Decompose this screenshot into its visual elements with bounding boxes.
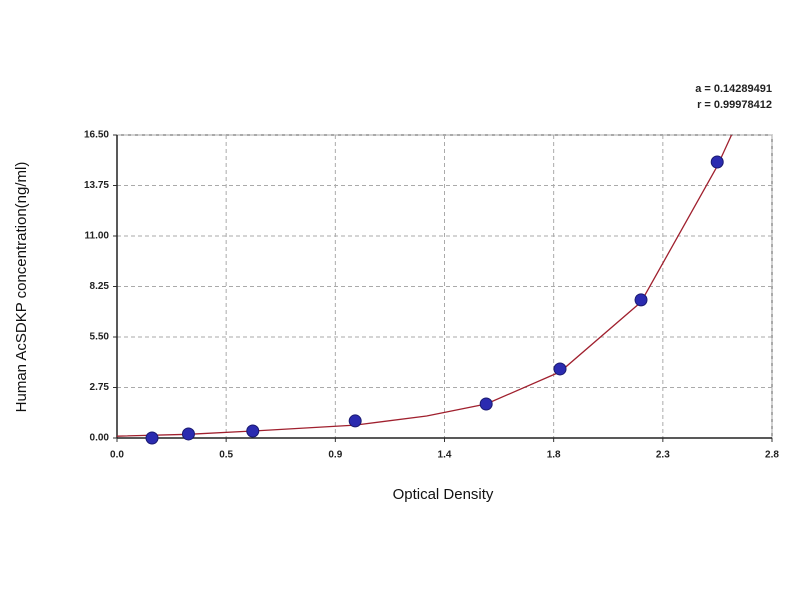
x-tick-label: 0.0 [110,450,124,461]
y-tick-label: 2.75 [90,382,110,393]
data-point [246,424,260,438]
x-tick-label: 1.4 [438,450,452,461]
y-tick-label: 0.00 [90,433,110,444]
data-point [479,397,493,411]
y-tick-label: 8.25 [90,281,110,292]
data-point [181,427,195,441]
x-tick-label: 1.8 [547,450,561,461]
annotation: a = 0.14289491 [695,83,772,95]
x-tick-label: 0.9 [328,450,342,461]
x-tick-label: 2.3 [656,450,670,461]
fit-curve [116,134,733,437]
data-point [634,293,648,307]
y-axis-title: Human AcSDKP concentration(ng/ml) [13,162,30,413]
x-tick-label: 0.5 [219,450,233,461]
data-point [710,155,724,169]
y-tick-label: 13.75 [84,180,109,191]
data-point [553,362,567,376]
data-point [145,431,159,445]
annotation: r = 0.99978412 [697,99,772,111]
x-axis-title: Optical Density [393,486,494,503]
x-tick-label: 2.8 [765,450,779,461]
data-point [348,414,362,428]
y-tick-label: 11.00 [85,231,110,242]
y-tick-label: 16.50 [84,130,109,141]
y-tick-label: 5.50 [90,332,110,343]
